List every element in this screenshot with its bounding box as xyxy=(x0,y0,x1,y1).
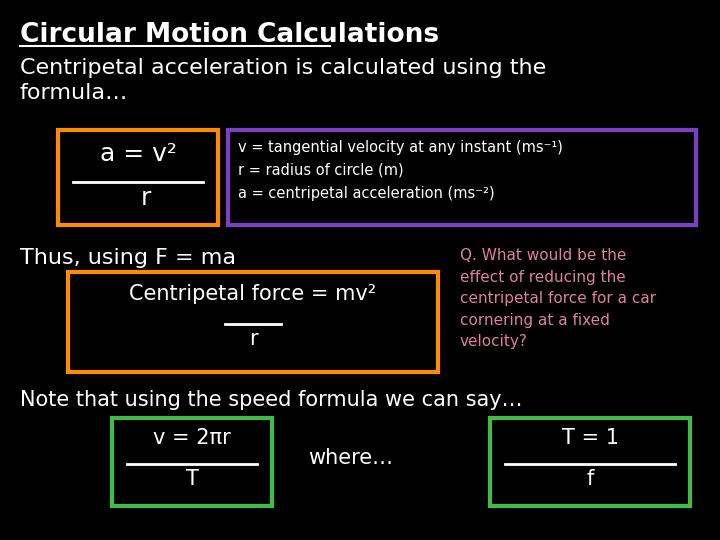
Text: r: r xyxy=(141,186,151,210)
Text: v = 2πr: v = 2πr xyxy=(153,428,231,448)
Text: Circular Motion Calculations: Circular Motion Calculations xyxy=(20,22,439,48)
Text: T = 1: T = 1 xyxy=(562,428,618,448)
Text: r: r xyxy=(248,329,257,349)
Text: Centripetal acceleration is calculated using the
formula…: Centripetal acceleration is calculated u… xyxy=(20,58,546,103)
Text: T: T xyxy=(186,469,199,489)
Text: Q. What would be the
effect of reducing the
centripetal force for a car
cornerin: Q. What would be the effect of reducing … xyxy=(460,248,656,349)
Text: where…: where… xyxy=(308,448,393,468)
Text: v = tangential velocity at any instant (ms⁻¹)
r = radius of circle (m)
a = centr: v = tangential velocity at any instant (… xyxy=(238,140,563,200)
Text: a = v²: a = v² xyxy=(99,142,176,166)
Text: Centripetal force = mv²: Centripetal force = mv² xyxy=(130,284,377,304)
Text: f: f xyxy=(586,469,594,489)
Text: Thus, using F = ma: Thus, using F = ma xyxy=(20,248,236,268)
Text: Note that using the speed formula we can say…: Note that using the speed formula we can… xyxy=(20,390,523,410)
